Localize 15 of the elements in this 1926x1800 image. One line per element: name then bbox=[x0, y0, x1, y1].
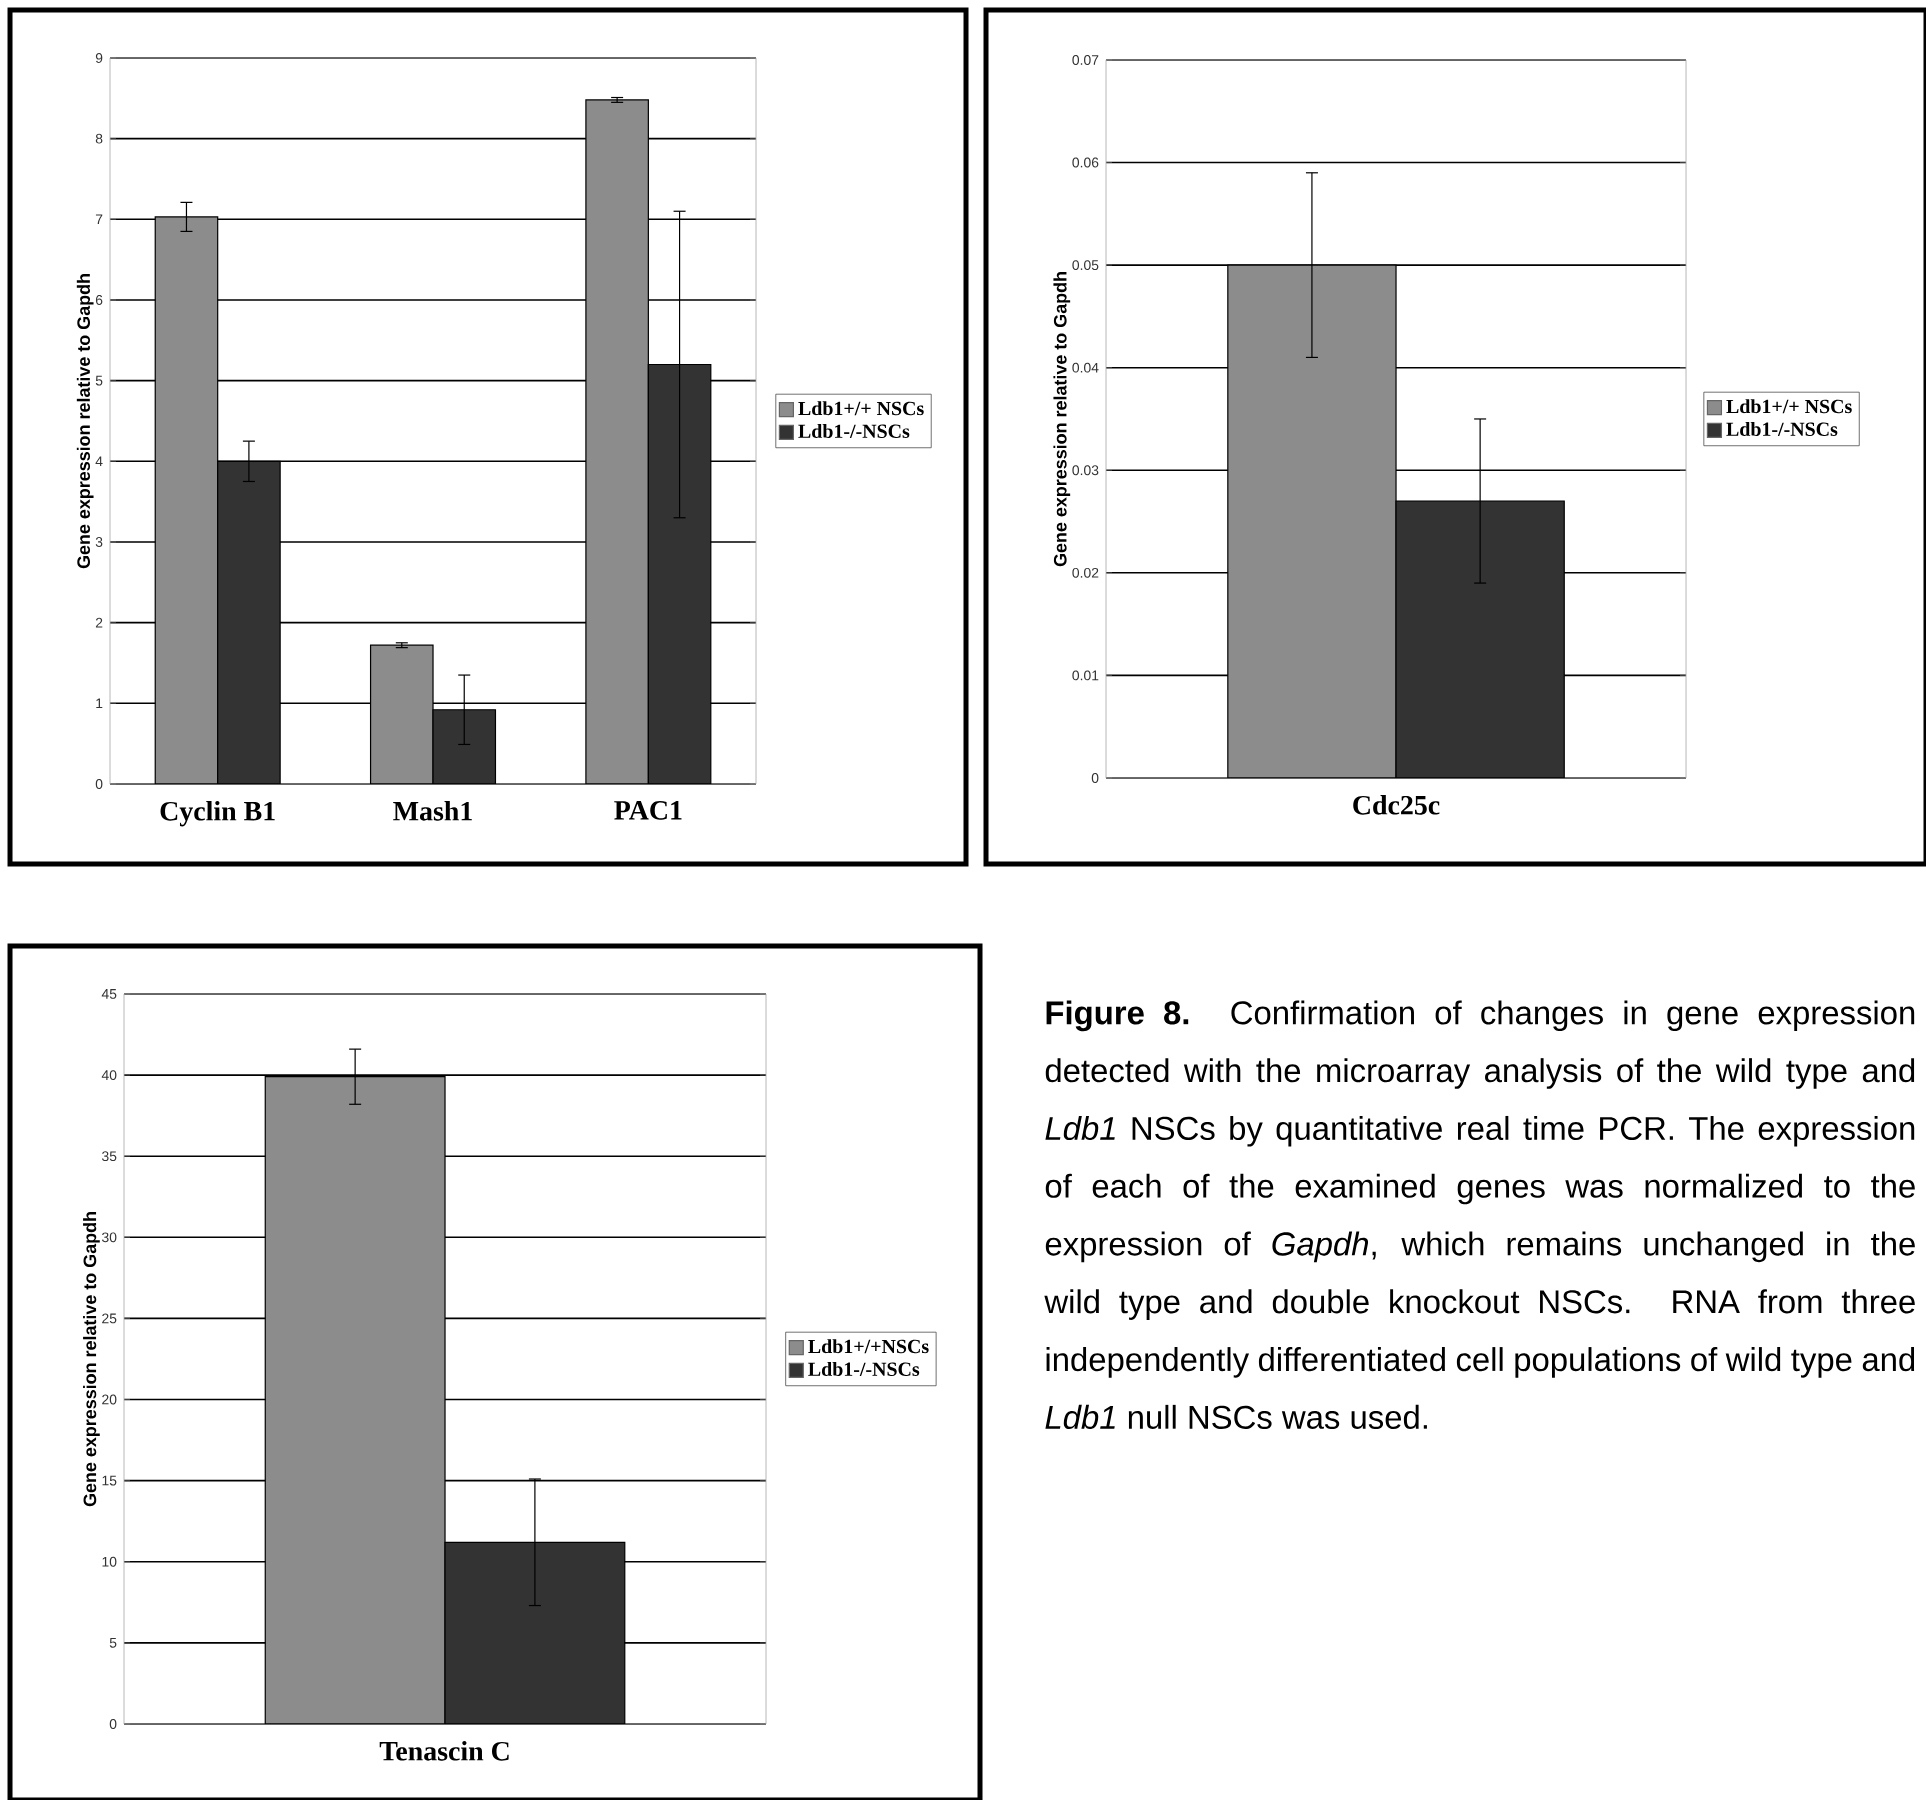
x-tick-label: Mash1 bbox=[393, 800, 472, 821]
legend-label: Ldb1+/+ NSCs bbox=[1726, 399, 1852, 414]
x-tick-label: PAC1 bbox=[614, 801, 682, 820]
legend-label: Ldb1+/+ NSCs bbox=[798, 401, 924, 416]
legend-label: Ldb1-/-NSCs bbox=[798, 423, 910, 438]
text: Figure 8. Confirmation of changes in gene expression detected with the microarray analysis of the wild type and Ldb1 NSCs by quantitative real time PCR. The expression of each of the examined genes was normalized to the expression of Gapdh, which remains unchanged in the wild type and double knockout NSCs. RNA from three independently differentiated cell populations of wild type and Ldb1 null NSCs was used. bbox=[1044, 1000, 1915, 1430]
x-tick-label: Cyclin B1 bbox=[160, 800, 275, 827]
x-tick-label: Cdc25c bbox=[1353, 794, 1440, 815]
y-axis-title: Gene expression relative to Gapdh bbox=[1053, 272, 1071, 567]
legend-label: Ldb1-/-NSCs bbox=[1726, 421, 1838, 436]
x-tick-label: Tenascin C bbox=[379, 1740, 509, 1761]
legend-label: Ldb1-/-NSCs bbox=[808, 1361, 920, 1376]
y-axis-title: Gene expression relative to Gapdh bbox=[83, 1212, 100, 1507]
y-axis-title: Gene expression relative to Gapdh bbox=[76, 274, 94, 569]
legend-label: Ldb1+/+NSCs bbox=[808, 1339, 929, 1354]
